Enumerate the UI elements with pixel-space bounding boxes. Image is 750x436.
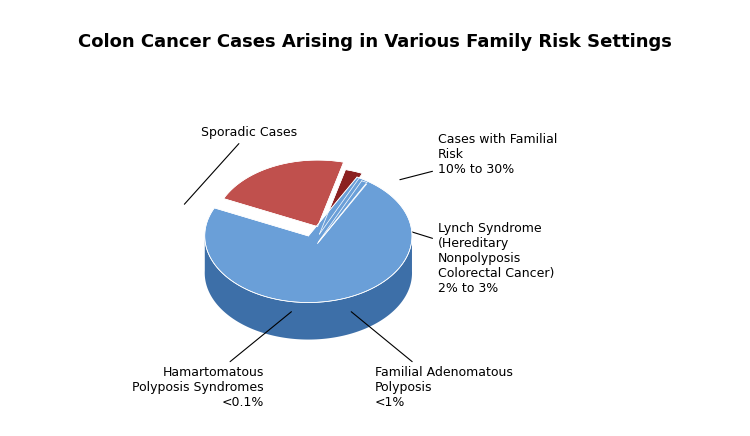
Text: Hamartomatous
Polyposis Syndromes
<0.1%: Hamartomatous Polyposis Syndromes <0.1%: [132, 312, 292, 409]
Text: Lynch Syndrome
(Hereditary
Nonpolyposis
Colorectal Cancer)
2% to 3%: Lynch Syndrome (Hereditary Nonpolyposis …: [404, 221, 554, 295]
Text: Cases with Familial
Risk
10% to 30%: Cases with Familial Risk 10% to 30%: [400, 133, 557, 180]
Title: Colon Cancer Cases Arising in Various Family Risk Settings: Colon Cancer Cases Arising in Various Fa…: [78, 33, 672, 51]
Text: Sporadic Cases: Sporadic Cases: [184, 126, 297, 204]
Polygon shape: [320, 170, 362, 234]
Text: Familial Adenomatous
Polyposis
<1%: Familial Adenomatous Polyposis <1%: [351, 312, 513, 409]
Polygon shape: [317, 184, 366, 243]
Polygon shape: [319, 181, 367, 242]
Polygon shape: [205, 234, 412, 340]
Polygon shape: [205, 177, 412, 303]
Polygon shape: [224, 160, 344, 227]
